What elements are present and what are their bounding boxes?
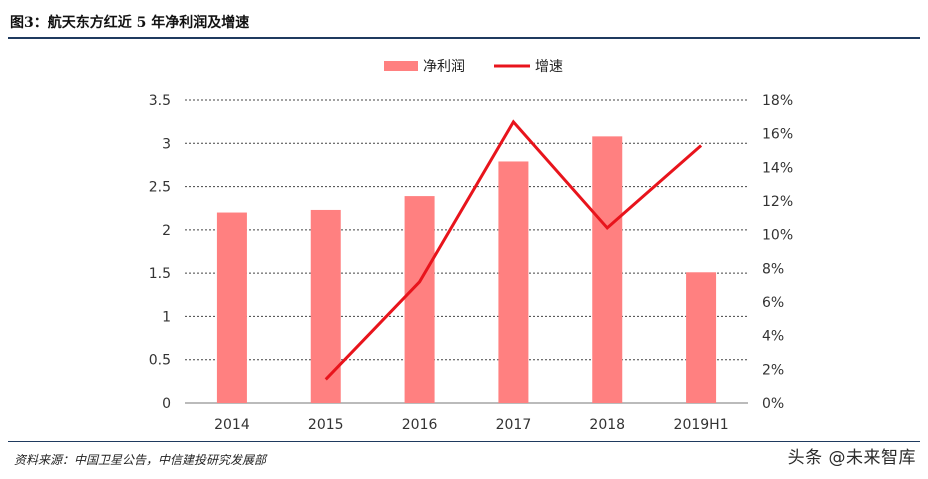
legend-line-label: 增速 bbox=[535, 59, 563, 75]
x-tick-label: 2014 bbox=[214, 417, 250, 433]
x-axis-ticks: 2014 2015 2016 2017 2018 2019H1 bbox=[214, 417, 729, 433]
right-tick-label: 18% bbox=[762, 93, 793, 109]
source-rule bbox=[8, 441, 920, 442]
right-tick-label: 0% bbox=[762, 396, 784, 412]
right-tick-label: 16% bbox=[762, 127, 793, 143]
x-tick-label: 2017 bbox=[496, 417, 532, 433]
bar bbox=[216, 212, 247, 403]
line-series bbox=[324, 119, 703, 381]
x-tick-label: 2019H1 bbox=[674, 417, 729, 433]
bar bbox=[498, 161, 529, 403]
x-tick-label: 2016 bbox=[402, 417, 438, 433]
x-tick-label: 2015 bbox=[308, 417, 344, 433]
right-tick-label: 10% bbox=[762, 228, 793, 244]
left-tick-label: 3 bbox=[162, 136, 171, 152]
left-tick-label: 1 bbox=[162, 309, 171, 325]
right-tick-label: 4% bbox=[762, 329, 784, 345]
legend-bar-swatch bbox=[384, 61, 418, 71]
source-note: 资料来源：中国卫星公告，中信建投研究发展部 bbox=[14, 453, 267, 467]
left-tick-label: 0 bbox=[162, 396, 171, 412]
right-axis-ticks: 0% 2% 4% 6% 8% 10% 12% 14% 16% 18% bbox=[762, 93, 793, 412]
right-tick-label: 2% bbox=[762, 362, 784, 378]
left-tick-label: 2 bbox=[162, 223, 171, 239]
left-tick-label: 3.5 bbox=[149, 93, 171, 109]
figure-title: 图3：航天东方红近 5 年净利润及增速 bbox=[10, 15, 250, 31]
right-tick-label: 12% bbox=[762, 194, 793, 210]
title-rule bbox=[8, 37, 920, 39]
right-tick-label: 14% bbox=[762, 160, 793, 176]
bar bbox=[404, 196, 435, 403]
left-tick-label: 1.5 bbox=[149, 266, 171, 282]
left-tick-label: 0.5 bbox=[149, 353, 171, 369]
left-axis-ticks: 0 0.5 1 1.5 2 2.5 3 3.5 bbox=[149, 93, 171, 412]
right-tick-label: 8% bbox=[762, 261, 784, 277]
bar-series bbox=[216, 136, 717, 404]
legend-bar-label: 净利润 bbox=[423, 59, 465, 75]
legend: 净利润 增速 bbox=[384, 59, 563, 75]
grid-lines bbox=[185, 99, 748, 404]
left-tick-label: 2.5 bbox=[149, 180, 171, 196]
bar bbox=[310, 209, 341, 403]
bar bbox=[686, 272, 717, 403]
right-tick-label: 6% bbox=[762, 295, 784, 311]
chart: 0 0.5 1 1.5 2 2.5 3 3.5 0% 2% 4% 6% 8% 10% 12% 14% 16% 1… bbox=[149, 59, 793, 433]
bar bbox=[592, 136, 623, 404]
x-tick-label: 2018 bbox=[589, 417, 625, 433]
watermark: 头条 @未来智库 bbox=[787, 448, 916, 468]
